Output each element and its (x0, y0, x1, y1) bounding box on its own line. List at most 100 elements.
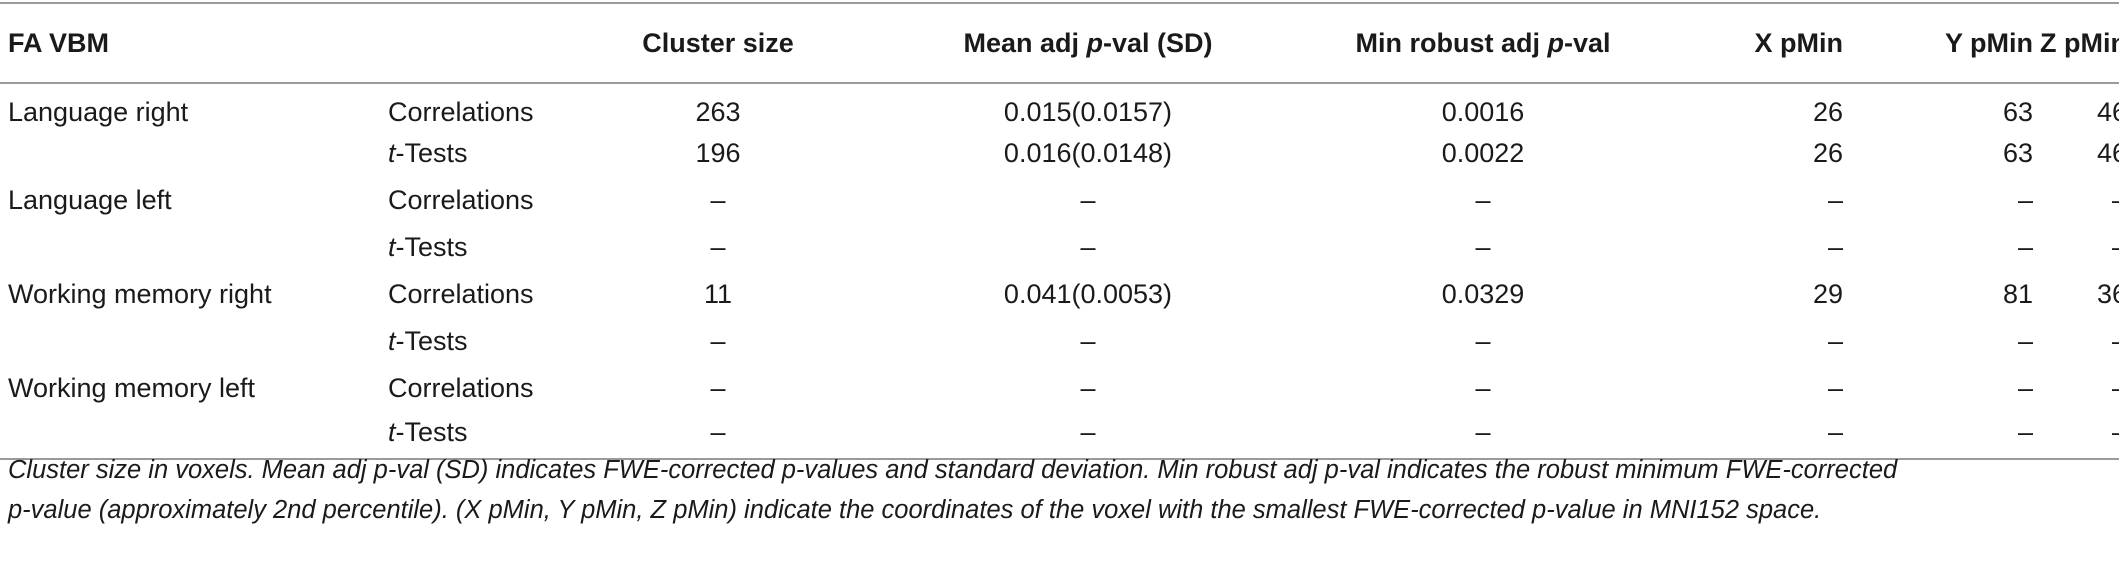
cell-z-pmin: 36 (2096, 279, 2119, 309)
cell-cluster-size: 263 (695, 96, 741, 127)
cell-z-pmin: 46 (2096, 96, 2119, 127)
cell-test-type: Correlations (388, 83, 568, 130)
cell-region (0, 318, 388, 365)
cell-test-type: Correlations (388, 271, 568, 318)
header-mean-post: -val (SD) (1103, 27, 1213, 58)
cell-region (0, 412, 388, 460)
table-row: Working memory right Correlations 11 0.041(… (0, 271, 2119, 318)
cell-cluster-size: 196 (695, 138, 741, 168)
table-row: t-Tests–––––– (0, 224, 2119, 271)
cell-y-pmin: – (2017, 185, 2033, 215)
cell-test-type: t-Tests (388, 412, 568, 460)
table-footnote: Cluster size in voxels. Mean adj p-val (… (8, 450, 2113, 530)
cell-test-type: t-Tests (388, 130, 568, 177)
cell-test-label: -Tests (395, 138, 468, 168)
cell-cluster-size: 11 (703, 279, 733, 309)
cell-region: Working memory left (8, 373, 256, 403)
header-test (388, 2, 568, 84)
header-mean-italic: p (1086, 27, 1104, 58)
table-row: t-Tests–––––– (0, 318, 2119, 365)
header-min-robust-adj-pval: Min robust adj p-val (1308, 2, 1658, 84)
cell-min-robust-adj-pval: – (1308, 412, 1658, 460)
cell-z-pmin: 46 (2096, 138, 2119, 168)
cell-min-robust-adj-pval: 0.0022 (1441, 138, 1525, 168)
cell-x-pmin: 29 (1812, 279, 1843, 309)
cell-mean-adj-pval: – (868, 412, 1308, 460)
cell-min-robust-adj-pval: 0.0329 (1441, 279, 1525, 309)
cell-cluster-size: – (568, 412, 868, 460)
header-cluster-size: Cluster size (568, 2, 868, 84)
header-mean-adj-pval: Mean adj p-val (SD) (868, 2, 1308, 84)
cell-z-pmin: – (2033, 365, 2119, 412)
cell-x-pmin: – (1827, 185, 1843, 215)
cell-test-italic: t (388, 416, 396, 447)
cell-mean-adj-pval: 0.016(0.0148) (1003, 138, 1173, 168)
cell-min-robust-adj-pval: – (1475, 185, 1491, 215)
cell-region: Language right (8, 96, 189, 127)
cell-mean-adj-pval: – (1080, 373, 1096, 403)
header-mean-pre: Mean adj (963, 27, 1087, 58)
cell-mean-adj-pval: – (1080, 326, 1096, 356)
cell-y-pmin: – (1843, 412, 2033, 460)
cell-y-pmin: – (2017, 326, 2033, 356)
cell-x-pmin: – (1658, 412, 1843, 460)
cell-x-pmin: – (1827, 232, 1843, 262)
header-z-pmin: Z pMin (2033, 2, 2119, 84)
cell-test-type: Correlations (388, 177, 568, 224)
footnote-line-1: Cluster size in voxels. Mean adj p-val (… (8, 456, 1898, 484)
cell-x-pmin: 26 (1812, 138, 1843, 168)
cell-z-pmin: – (2033, 224, 2119, 271)
cell-z-pmin: – (2033, 177, 2119, 224)
cell-test-italic: t (388, 232, 396, 262)
cell-test-type: t-Tests (388, 224, 568, 271)
table-row: t-Tests 196 0.016(0.0148) 0.0022 26 63 46 (0, 130, 2119, 177)
cell-region: Working memory right (8, 279, 272, 309)
cell-test-label: -Tests (395, 416, 468, 447)
table-row: Language right Correlations 263 0.015(0.015… (0, 83, 2119, 130)
cell-mean-adj-pval: – (1080, 232, 1096, 262)
cell-x-pmin: – (1827, 373, 1843, 403)
table-row: t-Tests–––––– (0, 412, 2119, 460)
cell-min-robust-adj-pval: – (1475, 232, 1491, 262)
cell-y-pmin: 63 (2002, 138, 2033, 168)
cell-test-label: Correlations (388, 279, 534, 309)
cell-test-label: Correlations (388, 373, 534, 403)
cell-test-label: Correlations (388, 185, 534, 215)
cell-z-pmin: – (2033, 318, 2119, 365)
header-min-pre: Min robust adj (1355, 27, 1548, 58)
footnote-line-2: p-value (approximately 2nd percentile). … (8, 496, 1822, 524)
cell-test-italic: t (388, 326, 396, 356)
header-min-post: -val (1563, 27, 1611, 58)
table-header: FA VBM Cluster size Mean adj p-val (SD) … (0, 2, 2119, 84)
cell-region: Language left (8, 185, 172, 215)
cell-y-pmin: 63 (2002, 96, 2033, 127)
cell-cluster-size: – (710, 232, 726, 262)
cell-cluster-size: – (710, 185, 726, 215)
cell-y-pmin: 81 (2002, 279, 2033, 309)
cell-y-pmin: – (2017, 232, 2033, 262)
cell-mean-adj-pval: – (1080, 185, 1096, 215)
cell-x-pmin: 26 (1812, 96, 1843, 127)
cell-test-label: -Tests (395, 232, 468, 262)
cell-min-robust-adj-pval: – (1475, 373, 1491, 403)
cell-cluster-size: – (710, 373, 726, 403)
results-table: FA VBM Cluster size Mean adj p-val (SD) … (0, 2, 2119, 460)
cell-y-pmin: – (2017, 373, 2033, 403)
cell-min-robust-adj-pval: – (1475, 326, 1491, 356)
cell-test-type: Correlations (388, 365, 568, 412)
cell-x-pmin: – (1827, 326, 1843, 356)
cell-test-label: -Tests (395, 326, 468, 356)
header-row: FA VBM Cluster size Mean adj p-val (SD) … (0, 2, 2119, 84)
cell-test-italic: t (388, 138, 396, 168)
cell-region (0, 224, 388, 271)
cell-cluster-size: – (710, 326, 726, 356)
cell-mean-adj-pval: 0.015(0.0157) (1003, 96, 1173, 127)
header-x-pmin: X pMin (1658, 2, 1843, 84)
cell-mean-adj-pval: 0.041(0.0053) (1003, 279, 1173, 309)
table-body: Language right Correlations 263 0.015(0.015… (0, 83, 2119, 460)
cell-test-label: Correlations (388, 96, 534, 127)
header-region: FA VBM (0, 2, 388, 84)
